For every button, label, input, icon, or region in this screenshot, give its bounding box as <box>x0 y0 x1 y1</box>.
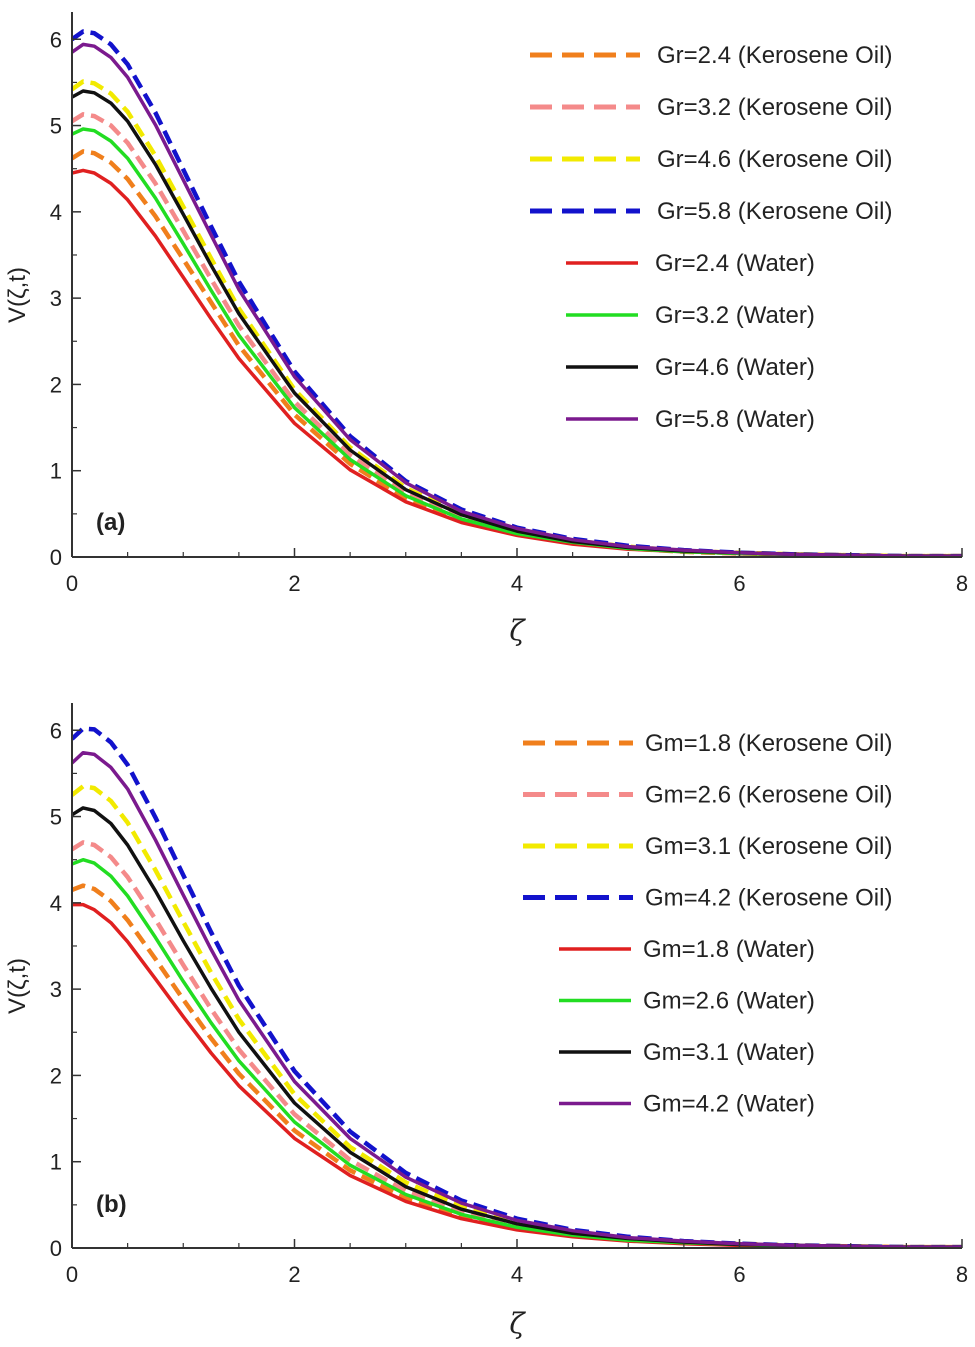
y-tick-label: 0 <box>50 545 62 570</box>
legend-entry-2: Gm=2.6 (Kerosene Oil) <box>645 782 892 809</box>
x-tick-label: 2 <box>288 1262 300 1287</box>
series-group <box>72 726 962 1248</box>
x-tick-label: 8 <box>956 571 968 596</box>
y-tick-label: 1 <box>50 459 62 484</box>
legend-entry-7: Gr=4.6 (Water) <box>655 354 815 381</box>
y-tick-label: 1 <box>50 1150 62 1175</box>
legend-entry-8: Gr=5.8 (Water) <box>655 406 815 433</box>
legend-entry-1: Gm=1.8 (Kerosene Oil) <box>645 730 892 757</box>
legend-entry-8: Gm=4.2 (Water) <box>643 1091 815 1118</box>
legend-entry-7: Gm=3.1 (Water) <box>643 1039 815 1066</box>
series-line-5 <box>72 168 962 557</box>
y-tick-label: 5 <box>50 114 62 139</box>
panel-label: (b) <box>96 1191 127 1218</box>
y-tick-label: 6 <box>50 718 62 743</box>
legend-entry-3: Gm=3.1 (Kerosene Oil) <box>645 833 892 860</box>
legend-entry-2: Gr=3.2 (Kerosene Oil) <box>657 94 892 121</box>
series-line-2 <box>72 112 962 557</box>
chart-panel-b: 0 2 4 6 8 0 1 2 3 4 5 6 ζ V(ζ,t) (b) Gm=1.8 (Kerosene O… <box>4 703 968 1340</box>
x-tick-label: 0 <box>66 571 78 596</box>
x-tick-label: 6 <box>733 571 745 596</box>
series-line-8 <box>72 42 962 557</box>
y-axis-label: V(ζ,t) <box>4 267 31 323</box>
series-line-5 <box>72 902 962 1248</box>
legend-entry-4: Gr=5.8 (Kerosene Oil) <box>657 198 892 225</box>
x-axis-label: ζ <box>509 1307 526 1340</box>
series-line-8 <box>72 750 962 1248</box>
x-tick-label: 8 <box>956 1262 968 1287</box>
legend-entry-1: Gr=2.4 (Kerosene Oil) <box>657 42 892 69</box>
legend-entry-6: Gm=2.6 (Water) <box>643 988 815 1015</box>
x-axis-label: ζ <box>509 614 526 647</box>
legend-entry-3: Gr=4.6 (Kerosene Oil) <box>657 146 892 173</box>
y-tick-label: 2 <box>50 372 62 397</box>
x-tick-label: 2 <box>288 571 300 596</box>
y-tick-label: 3 <box>50 977 62 1002</box>
x-tick-label: 4 <box>511 1262 523 1287</box>
legend-entry-5: Gm=1.8 (Water) <box>643 936 815 963</box>
series-line-6 <box>72 857 962 1248</box>
legend-entry-6: Gr=3.2 (Water) <box>655 302 815 329</box>
x-tick-label: 6 <box>733 1262 745 1287</box>
series-line-6 <box>72 127 962 557</box>
y-tick-label: 3 <box>50 286 62 311</box>
y-tick-label: 6 <box>50 27 62 52</box>
y-tick-label: 4 <box>50 200 62 225</box>
legend-entry-4: Gm=4.2 (Kerosene Oil) <box>645 885 892 912</box>
chart-panel-a: 0 2 4 6 8 0 1 2 3 4 5 6 ζ V(ζ,t) (a) Gr=2.4 (Kerosene O… <box>4 12 968 647</box>
y-axis-label: V(ζ,t) <box>4 958 31 1014</box>
x-tick-label: 4 <box>511 571 523 596</box>
y-tick-label: 0 <box>50 1236 62 1261</box>
legend-entry-5: Gr=2.4 (Water) <box>655 250 815 277</box>
legend: Gm=1.8 (Kerosene Oil) Gm=2.6 (Kerosene Oi… <box>523 730 892 1118</box>
x-tick-label: 0 <box>66 1262 78 1287</box>
series-group <box>72 29 962 557</box>
y-tick-label: 5 <box>50 805 62 830</box>
y-tick-label: 2 <box>50 1063 62 1088</box>
panel-label: (a) <box>96 509 125 536</box>
legend: Gr=2.4 (Kerosene Oil) Gr=3.2 (Kerosene Oi… <box>530 42 892 433</box>
y-tick-label: 4 <box>50 891 62 916</box>
